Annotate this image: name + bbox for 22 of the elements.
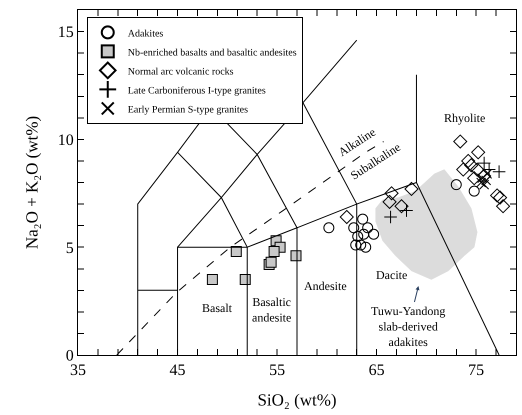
annotation: Rhyolite xyxy=(444,111,486,125)
x-tick-label: 55 xyxy=(269,362,286,380)
annotation: Tuwu-Yandong slab-derived adakites xyxy=(371,304,446,350)
x-tick-label: 75 xyxy=(468,362,484,380)
x-tick-label: 35 xyxy=(70,362,86,380)
annotation: Basaltic andesite xyxy=(252,295,292,325)
annotation: Basalt xyxy=(202,301,233,315)
y-tick-label: 0 xyxy=(66,348,74,365)
annotation: Andesite xyxy=(304,279,347,293)
legend-label: Nb-enriched basalts and basaltic andesites xyxy=(128,47,297,58)
y-axis-title: Na₂O + K₂O (wt%) xyxy=(22,116,42,250)
y-tick-label: 5 xyxy=(66,240,74,257)
annotation: Dacite xyxy=(376,268,408,282)
legend-label: Adakites xyxy=(128,28,164,40)
x-axis-title: SiO₂ (wt%) xyxy=(257,390,337,410)
y-tick-label: 10 xyxy=(58,132,74,149)
x-tick-label: 65 xyxy=(368,362,385,380)
x-tick-label: 45 xyxy=(170,362,186,380)
legend-label: Late Carboniferous I-type granites xyxy=(128,85,266,96)
legend-label: Early Permian S-type granites xyxy=(128,104,248,116)
legend-label: Normal arc volcanic rocks xyxy=(128,66,234,78)
y-tick-label: 15 xyxy=(58,24,74,42)
